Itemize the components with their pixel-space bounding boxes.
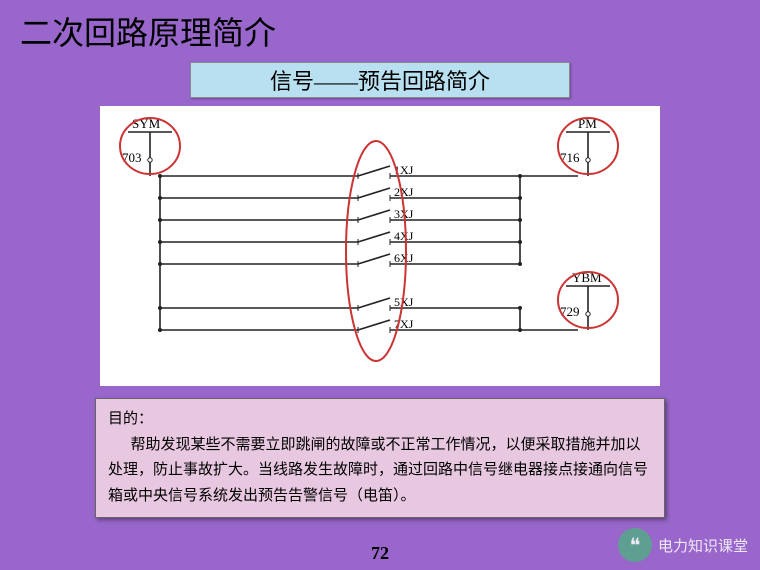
watermark: ❝ 电力知识课堂 [618, 528, 748, 562]
desc-label: 目的： [108, 407, 652, 433]
subtitle-box: 信号——预告回路简介 [190, 62, 570, 98]
subtitle-text: 信号——预告回路简介 [270, 64, 490, 96]
watermark-text: 电力知识课堂 [658, 535, 748, 556]
circuit-diagram: SYM703PM716YBM7291XJ2XJ3XJ4XJ6XJ5XJ7XJ [100, 106, 660, 386]
svg-text:6XJ: 6XJ [394, 251, 414, 265]
desc-body: 帮助发现某些不需要立即跳闸的故障或不正常工作情况，以便采取措施并加以处理，防止事… [108, 433, 652, 510]
page-number: 72 [371, 543, 389, 564]
page-title: 二次回路原理简介 [0, 0, 760, 54]
svg-text:4XJ: 4XJ [394, 229, 414, 243]
description-box: 目的： 帮助发现某些不需要立即跳闸的故障或不正常工作情况，以便采取措施并加以处理… [95, 398, 665, 518]
svg-text:2XJ: 2XJ [394, 185, 414, 199]
wechat-icon: ❝ [618, 528, 652, 562]
